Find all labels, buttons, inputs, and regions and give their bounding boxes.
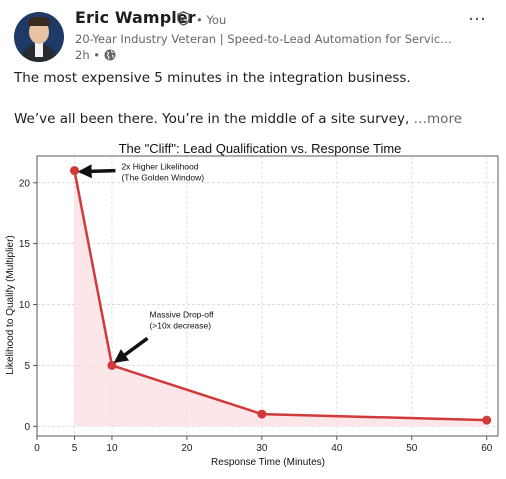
data-point xyxy=(69,166,79,176)
x-tick-label: 30 xyxy=(256,443,268,454)
chart-points xyxy=(69,166,492,425)
chart-title: The "Cliff": Lead Qualification vs. Resp… xyxy=(119,141,402,156)
shield-check-icon xyxy=(177,11,190,26)
x-tick-label: 20 xyxy=(181,443,193,454)
y-axis-label: Likelihood to Qualify (Multiplier) xyxy=(5,235,16,375)
plot-frame xyxy=(36,155,499,437)
annotation-text: (>10x decrease) xyxy=(149,320,211,330)
more-options-button[interactable]: … xyxy=(468,4,487,25)
x-tick-label: 10 xyxy=(106,443,118,454)
x-tick-label: 60 xyxy=(481,443,493,454)
y-tick-label: 20 xyxy=(19,178,31,189)
post-text-line-2-body: We’ve all been there. You’re in the midd… xyxy=(14,111,410,127)
avatar-shirt xyxy=(35,43,43,57)
y-tick-label: 10 xyxy=(19,300,31,311)
x-axis-label: Response Time (Minutes) xyxy=(211,457,325,468)
chart-annotations: 2x Higher Likelihood(The Golden Window) M… xyxy=(77,162,214,364)
x-tick-label: 0 xyxy=(34,443,40,454)
avatar-face xyxy=(29,20,49,44)
series-area-fill xyxy=(74,170,487,427)
data-point xyxy=(482,415,492,425)
post-text-line-2: We’ve all been there. You’re in the midd… xyxy=(14,111,462,127)
author-headline: 20-Year Industry Veteran | Speed-to-Lead… xyxy=(75,32,455,46)
post-timestamp: 2h • xyxy=(75,48,101,62)
connection-degree: • You xyxy=(196,13,227,27)
annotation-text: Massive Drop-off xyxy=(149,309,214,319)
author-avatar[interactable] xyxy=(14,12,64,62)
series-line xyxy=(73,170,487,422)
x-tick-label: 5 xyxy=(72,443,78,454)
response-time-chart: The "Cliff": Lead Qualification vs. Resp… xyxy=(5,141,499,468)
y-tick-label: 15 xyxy=(19,239,31,250)
post-text-line-1: The most expensive 5 minutes in the inte… xyxy=(14,70,411,86)
annotation-arrow xyxy=(77,164,116,179)
annotation-text: (The Golden Window) xyxy=(121,173,204,183)
x-tick-label: 40 xyxy=(331,443,343,454)
data-point xyxy=(257,409,267,419)
y-tick-label: 0 xyxy=(24,422,30,433)
avatar-hair xyxy=(28,17,50,26)
author-name[interactable]: Eric Wampler xyxy=(75,8,196,27)
data-point xyxy=(107,360,117,370)
chart-ticks: 0 5 10 20 30 40 50 60 0 5 10 15 20 xyxy=(19,178,493,454)
annotation-text: 2x Higher Likelihood xyxy=(121,162,198,172)
annotation-arrow xyxy=(113,336,149,364)
y-tick-label: 5 xyxy=(24,361,30,372)
see-more-link[interactable]: …more xyxy=(413,111,463,127)
globe-icon xyxy=(104,49,116,61)
x-tick-label: 50 xyxy=(406,443,418,454)
